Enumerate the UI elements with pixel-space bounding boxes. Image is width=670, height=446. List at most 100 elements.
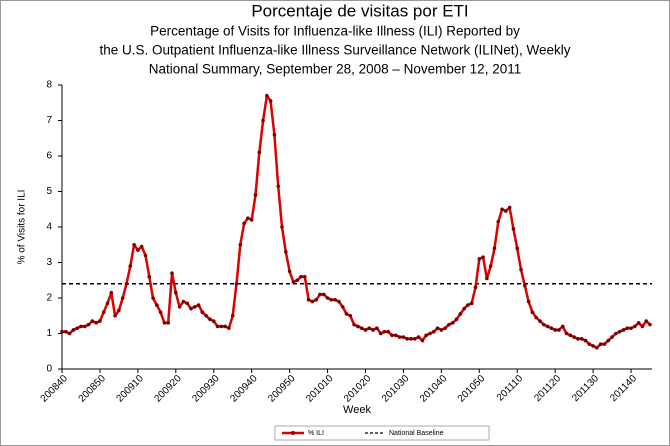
y-tick-label: 5 — [46, 186, 52, 197]
point — [435, 326, 440, 330]
point — [329, 297, 334, 302]
point — [409, 337, 413, 341]
point — [276, 184, 281, 188]
point — [204, 313, 208, 318]
point — [367, 326, 372, 330]
point — [530, 310, 535, 315]
point — [67, 331, 72, 336]
point — [192, 305, 197, 309]
point — [79, 324, 83, 329]
point — [189, 306, 193, 311]
point — [242, 221, 246, 226]
point — [348, 313, 353, 318]
point — [147, 274, 152, 279]
y-tick-label: 6 — [46, 151, 52, 162]
x-axis-label: Week — [343, 404, 371, 416]
y-tick-label: 1 — [46, 328, 52, 339]
point — [568, 333, 573, 338]
point — [413, 337, 417, 341]
point — [515, 246, 520, 251]
point — [82, 324, 87, 329]
point — [136, 248, 140, 252]
point — [265, 93, 269, 98]
point — [120, 296, 125, 300]
point — [223, 324, 227, 329]
point — [481, 255, 485, 259]
chart-subtitle: the U.S. Outpatient Influenza-like Illne… — [100, 43, 571, 58]
point — [234, 282, 239, 286]
point — [500, 207, 504, 212]
point — [564, 331, 569, 336]
point — [162, 321, 167, 325]
point — [60, 329, 64, 334]
point — [174, 290, 178, 295]
point — [166, 321, 171, 325]
point — [257, 150, 262, 155]
y-tick-label: 8 — [46, 80, 52, 91]
point — [534, 315, 538, 320]
point — [139, 244, 144, 249]
point — [541, 322, 546, 327]
legend-label: National Baseline — [389, 430, 444, 437]
point — [219, 324, 224, 329]
point — [416, 335, 421, 339]
point — [428, 331, 432, 336]
point — [549, 326, 554, 330]
point — [321, 292, 326, 297]
y-axis-label: % of Visits for ILI — [17, 190, 28, 265]
point — [523, 283, 527, 288]
point — [595, 345, 599, 350]
point — [124, 282, 129, 286]
point — [439, 328, 444, 332]
point — [101, 310, 106, 315]
point — [272, 132, 277, 137]
point — [310, 299, 315, 304]
point — [587, 342, 592, 346]
point — [454, 317, 459, 322]
point — [132, 242, 136, 247]
point — [363, 328, 368, 332]
point — [576, 337, 580, 341]
point — [98, 319, 102, 323]
point — [314, 297, 318, 302]
point — [602, 342, 607, 346]
point — [496, 219, 501, 224]
point — [253, 193, 258, 197]
point — [90, 319, 95, 323]
point — [181, 299, 186, 304]
point — [318, 292, 322, 297]
point — [249, 218, 254, 222]
point — [352, 322, 356, 327]
point — [591, 344, 595, 348]
point — [636, 321, 641, 325]
point — [598, 342, 603, 346]
point — [560, 324, 565, 329]
point — [397, 335, 402, 339]
point — [538, 319, 542, 323]
point — [526, 299, 531, 304]
point — [450, 321, 455, 325]
point — [158, 310, 163, 315]
point — [227, 326, 231, 330]
point — [420, 338, 425, 343]
point — [356, 324, 360, 329]
point — [215, 324, 220, 329]
point — [143, 253, 148, 258]
chart-title: Porcentaje de visitas por ETI — [251, 1, 468, 20]
point — [63, 329, 68, 334]
point — [462, 306, 466, 311]
point — [75, 326, 79, 330]
point — [113, 313, 117, 318]
point — [230, 313, 235, 318]
point — [401, 335, 406, 339]
point — [504, 209, 508, 213]
point — [507, 205, 512, 210]
y-tick-label: 3 — [46, 257, 52, 268]
point — [94, 321, 98, 325]
point — [488, 264, 493, 268]
point — [485, 276, 489, 281]
chart-subtitle: Percentage of Visits for Influenza-like … — [150, 24, 520, 39]
point — [299, 274, 303, 279]
